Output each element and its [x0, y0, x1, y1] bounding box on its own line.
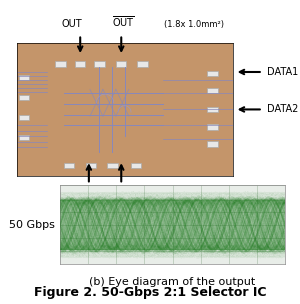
Text: 50 Gbps: 50 Gbps — [9, 220, 55, 230]
Bar — [207, 71, 218, 76]
Bar — [64, 163, 74, 168]
Text: (1.8x 1.0mm²): (1.8x 1.0mm²) — [164, 20, 224, 29]
Text: DATA2: DATA2 — [267, 105, 298, 114]
Text: $\overline{\mathrm{OUT}}$: $\overline{\mathrm{OUT}}$ — [112, 14, 135, 29]
Bar — [19, 95, 29, 100]
Bar — [19, 135, 29, 140]
Text: Figure 2. 50-Gbps 2:1 Selector IC: Figure 2. 50-Gbps 2:1 Selector IC — [34, 286, 266, 299]
Bar — [75, 61, 85, 67]
Bar — [207, 107, 218, 112]
Text: (a) Micrograph: (a) Micrograph — [84, 216, 165, 226]
Text: (b) Eye diagram of the output: (b) Eye diagram of the output — [89, 277, 256, 287]
Bar — [107, 163, 118, 168]
Bar — [19, 74, 29, 80]
Text: OUT: OUT — [61, 19, 82, 29]
Text: $\overline{\mathrm{CLOCK}}$: $\overline{\mathrm{CLOCK}}$ — [110, 190, 146, 205]
Bar — [56, 61, 66, 67]
Bar — [94, 61, 105, 67]
Bar — [116, 61, 126, 67]
Text: CLOCK: CLOCK — [68, 190, 101, 200]
Bar — [207, 88, 218, 93]
Bar — [207, 124, 218, 130]
Bar — [207, 141, 218, 147]
Bar — [19, 115, 29, 120]
Bar — [131, 163, 141, 168]
Text: DATA1: DATA1 — [267, 67, 298, 77]
Bar — [137, 61, 148, 67]
Bar — [85, 163, 96, 168]
